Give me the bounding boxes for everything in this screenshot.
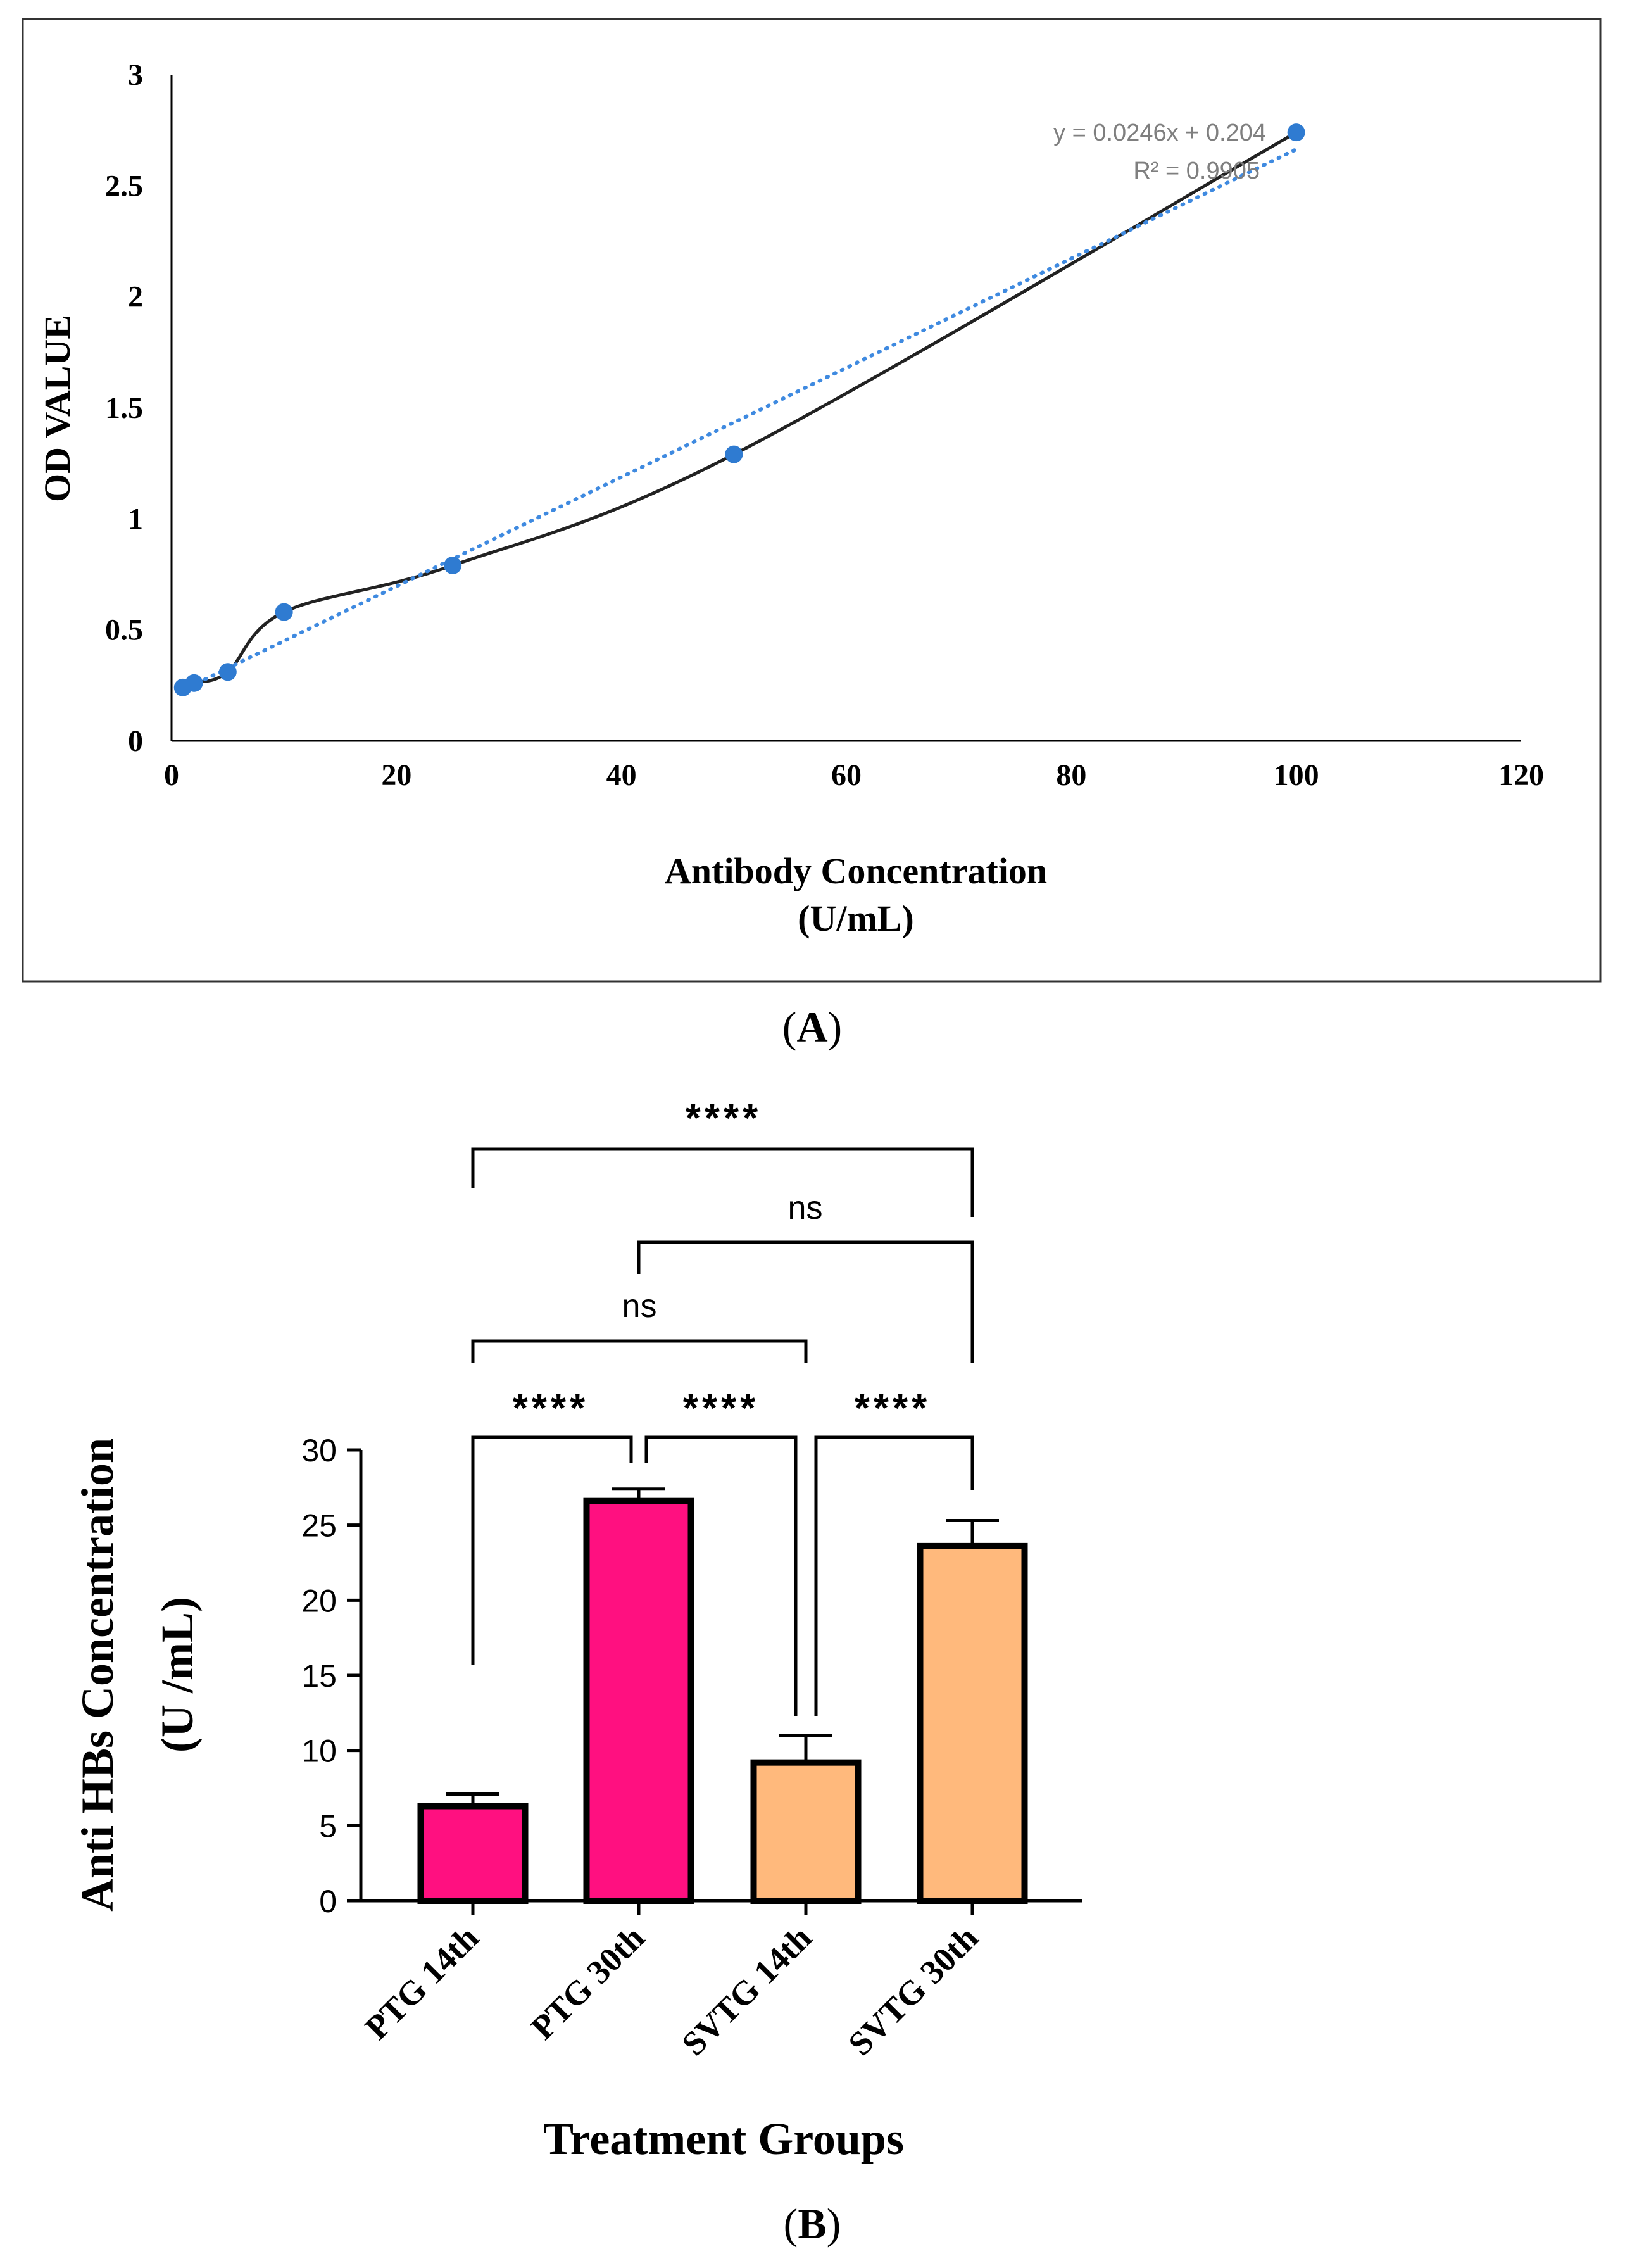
panel-b-y-axis-label: Anti HBs Concentration [72, 1438, 123, 1912]
panel-a-y-axis-label: OD VALUE [37, 315, 78, 502]
panel-a-y-tick-label: 1.5 [105, 391, 143, 425]
panel-b-significance-bracket [471, 1339, 808, 1363]
panel-a-x-tick-label: 120 [1498, 759, 1544, 792]
panel-a-y-tick-label: 3 [128, 58, 143, 92]
panel-b-y-tick-label: 5 [319, 1808, 337, 1844]
panel-a-smoothed-curve [182, 131, 1297, 690]
panel-a-data-point [218, 663, 237, 681]
panel-a-data-point [275, 603, 293, 621]
panel-b-bar-chart: 0 5 10 15 20 25 30 PTG 14th PTG 30th SVTG 14th SV… [72, 1097, 1082, 2164]
panel-b-bar [750, 1759, 862, 1904]
panel-b-significance-bracket [471, 1147, 974, 1217]
panel-a-x-tick-label: 80 [1056, 759, 1086, 792]
panel-a-y-tick-label: 2.5 [105, 169, 143, 203]
panel-b-x-tick-label: SVTG 14th [674, 1918, 819, 2063]
panel-a-y-tick-label: 1 [128, 502, 143, 536]
panel-a-x-tick-label: 100 [1274, 759, 1319, 792]
panel-a-trendline [180, 147, 1298, 692]
panel-b-significance-bracket [471, 1435, 633, 1665]
panel-a-r-squared: R² = 0.9905 [1133, 158, 1260, 184]
panel-b-bar [417, 1803, 529, 1904]
panel-b-bar [917, 1542, 1028, 1904]
panel-a-x-axis-label: Antibody Concentration [665, 850, 1047, 891]
panel-a-x-tick-label: 40 [606, 759, 637, 792]
panel-a-equation: y = 0.0246x + 0.204 [1053, 120, 1266, 146]
panel-a-data-point [1287, 123, 1305, 142]
panel-a-x-tick-label: 0 [164, 759, 179, 792]
panel-label-b: (B) [784, 2200, 841, 2248]
panel-b-significance-bracket [644, 1435, 798, 1716]
panel-b-significance-label: **** [513, 1387, 589, 1430]
panel-b-y-axis-unit: (U /mL) [152, 1597, 203, 1753]
panel-b-y-tick-label: 10 [301, 1734, 337, 1769]
panel-b-y-tick-label: 30 [301, 1433, 337, 1468]
panel-b-y-tick-label: 0 [319, 1884, 337, 1919]
panel-a-x-axis-unit: (U/mL) [798, 898, 914, 939]
panel-a-y-tick-label: 2 [128, 280, 143, 314]
panel-b-significance-label: **** [683, 1387, 760, 1430]
panel-b-x-axis-label: Treatment Groups [543, 2114, 904, 2164]
panel-a-line-chart: 0 0.5 1 1.5 2 2.5 3 0 20 40 60 80 100 120 y = 0.0246… [22, 18, 1602, 983]
panel-b-x-tick-label: PTG 14th [358, 1918, 486, 2047]
panel-b-significance-bracket [814, 1435, 974, 1716]
panel-b-x-tick-label: SVTG 30th [841, 1918, 985, 2063]
panel-b-x-tick-label: PTG 30th [524, 1918, 652, 2047]
panel-a-x-tick-label: 60 [831, 759, 862, 792]
panel-a-data-point [185, 674, 203, 692]
panel-b-y-tick-label: 20 [301, 1583, 337, 1618]
panel-b-bar [583, 1497, 694, 1904]
panel-label-a: (A) [782, 1003, 842, 1051]
panel-b-significance-label: ns [622, 1288, 657, 1325]
panel-b-significance-label: ns [788, 1190, 823, 1226]
panel-a-data-point [725, 445, 743, 463]
panel-b-significance-label: **** [855, 1387, 931, 1430]
panel-a-data-point [444, 556, 462, 574]
panel-b-y-tick-label: 25 [301, 1508, 337, 1544]
panel-a-frame [22, 18, 1602, 983]
panel-a-y-tick-label: 0 [128, 724, 143, 758]
panel-b-significance-label: **** [686, 1097, 762, 1140]
panel-b-y-tick-label: 15 [301, 1658, 337, 1694]
panel-b-significance-bracket [637, 1240, 974, 1363]
panel-a-y-tick-label: 0.5 [105, 614, 143, 647]
panel-a-x-tick-label: 20 [381, 759, 411, 792]
